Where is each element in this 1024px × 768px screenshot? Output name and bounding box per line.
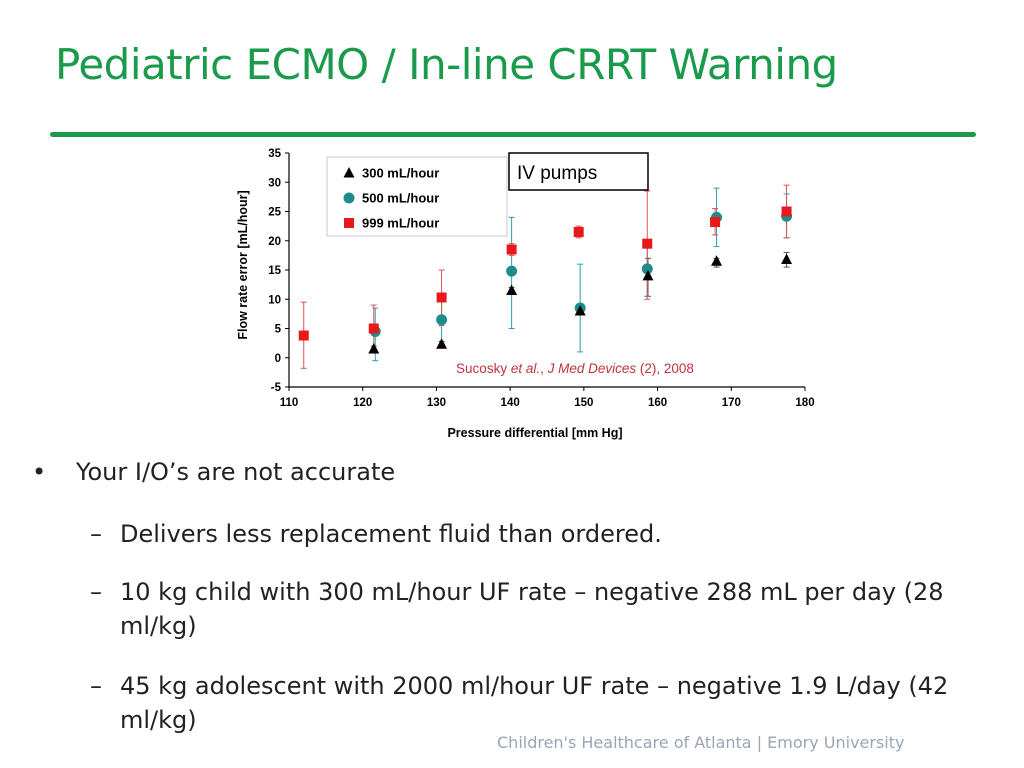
y-tick-label: 35 [268, 148, 281, 160]
y-tick-label: 25 [268, 207, 281, 219]
iv-pumps-label: IV pumps [517, 163, 597, 184]
sub-bullet-text: Delivers less replacement fluid than ord… [120, 520, 662, 548]
data-point-triangle [711, 255, 723, 266]
citation: Sucosky et al., J Med Devices (2), 2008 [456, 361, 694, 376]
x-axis-label: Pressure differential [mm Hg] [447, 426, 622, 440]
sub-bullet-text: 10 kg child with 300 mL/hour UF rate – n… [120, 578, 944, 640]
legend-label: 300 mL/hour [362, 166, 439, 181]
sub-bullet-text: 45 kg adolescent with 2000 ml/hour UF ra… [120, 672, 949, 734]
y-axis-label: Flow rate error [mL/hour] [236, 190, 250, 339]
data-point-square [710, 217, 721, 228]
legend-label: 999 mL/hour [362, 216, 439, 231]
x-tick-label: 110 [280, 397, 299, 409]
legend-marker-square [344, 218, 354, 228]
x-tick-label: 120 [353, 397, 372, 409]
flow-error-chart: -5 0 5 10 15 20 25 30 35 110 120 130 140 150 160 170 180… [236, 148, 815, 440]
data-point-square [436, 292, 447, 303]
data-point-square [573, 226, 584, 237]
bullet-text: Your I/O’s are not accurate [76, 458, 396, 486]
sub-bullet-marker: – [90, 520, 102, 548]
legend-label: 500 mL/hour [362, 191, 439, 206]
y-tick-label: 30 [268, 177, 281, 189]
sub-bullet-marker: – [90, 578, 102, 606]
data-point-triangle [574, 304, 586, 316]
data-point-triangle [642, 269, 654, 281]
y-tick-label: -5 [271, 382, 282, 394]
legend-marker-circle [343, 192, 355, 204]
data-point-square [506, 244, 517, 255]
x-tick-label: 130 [427, 397, 446, 409]
x-tick-label: 160 [648, 397, 667, 409]
y-tick-label: 10 [268, 294, 281, 306]
footer-credit: Children's Healthcare of Atlanta | Emory… [497, 733, 905, 752]
bullet-marker: • [32, 458, 47, 486]
data-point-triangle [506, 284, 518, 295]
iv-pumps-box: IV pumps [508, 152, 649, 191]
x-tick-label: 150 [574, 397, 593, 409]
data-point-circle [506, 265, 518, 277]
data-point-square [642, 238, 653, 249]
title-underline [50, 132, 976, 137]
x-tick-label: 170 [722, 397, 741, 409]
chart-legend: 300 mL/hour 500 mL/hour 999 mL/hour [326, 156, 508, 237]
data-point-square [368, 323, 379, 334]
sub-bullet-marker: – [90, 672, 102, 700]
y-tick-label: 15 [268, 265, 281, 277]
data-point-circle [641, 263, 653, 275]
data-point-square [781, 206, 792, 217]
data-point-triangle [368, 342, 380, 354]
slide-title: Pediatric ECMO / In-line CRRT Warning [55, 40, 838, 89]
data-point-triangle [781, 253, 793, 264]
x-tick-label: 140 [501, 397, 520, 409]
legend-marker-triangle [343, 167, 355, 178]
y-tick-label: 0 [275, 353, 281, 365]
data-point-square [298, 330, 309, 341]
x-tick-label: 180 [795, 397, 814, 409]
legend-box [326, 156, 508, 237]
y-tick-label: 20 [268, 236, 281, 248]
data-point-circle [436, 314, 448, 326]
y-tick-label: 5 [275, 324, 282, 336]
data-point-triangle [436, 338, 448, 349]
